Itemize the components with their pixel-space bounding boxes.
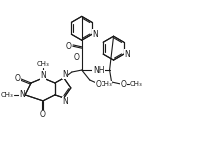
Text: N: N xyxy=(40,71,46,80)
Text: O: O xyxy=(120,80,126,89)
Text: O: O xyxy=(73,53,79,62)
Text: NH: NH xyxy=(92,66,104,75)
Text: O: O xyxy=(40,110,46,119)
Text: O: O xyxy=(14,75,20,84)
Text: CH₃: CH₃ xyxy=(37,61,49,67)
Text: CH₃: CH₃ xyxy=(129,81,142,87)
Text: CH₃: CH₃ xyxy=(1,92,13,98)
Text: N: N xyxy=(92,30,98,39)
Text: O: O xyxy=(65,42,71,51)
Text: CH₃: CH₃ xyxy=(99,81,111,87)
Text: O: O xyxy=(95,80,101,89)
Text: N: N xyxy=(62,97,67,106)
Text: N: N xyxy=(123,50,129,59)
Text: N: N xyxy=(62,70,67,79)
Text: N: N xyxy=(19,90,25,99)
